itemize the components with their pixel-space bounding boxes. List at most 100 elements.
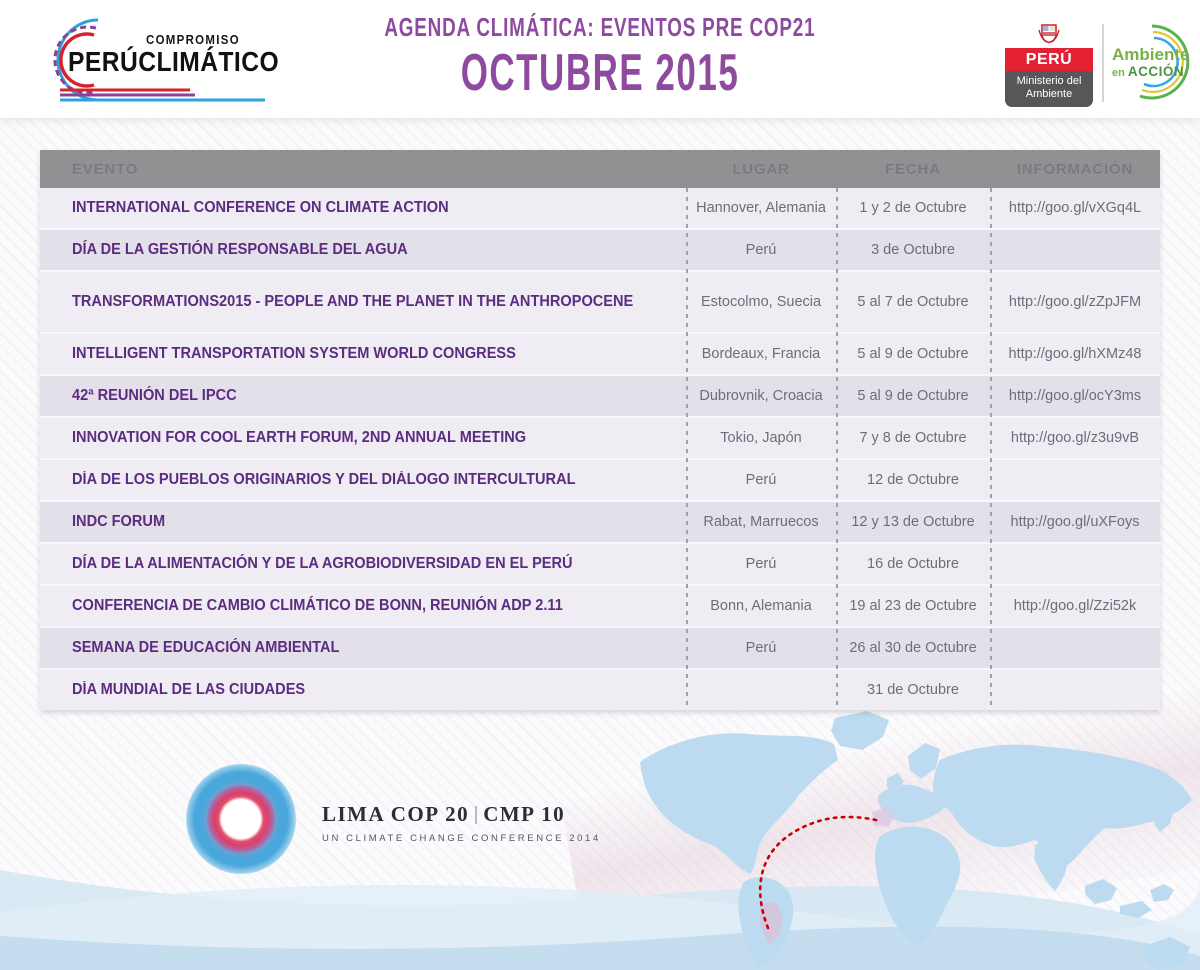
event-name: INTELLIGENT TRANSPORTATION SYSTEM WORLD … [72, 345, 516, 363]
event-name: INDC FORUM [72, 513, 166, 531]
table-row: SEMANA DE EDUCACIÓN AMBIENTAL Perú 26 al… [40, 628, 1160, 670]
europe-landmass [877, 784, 948, 823]
route-arc [758, 815, 882, 930]
column-separator [836, 188, 838, 710]
event-name: TRANSFORMATIONS2015 - PEOPLE AND THE PLA… [72, 293, 634, 311]
event-name: DÍA DE LA GESTIÓN RESPONSABLE DEL AGUA [72, 241, 408, 259]
brand-name: PERÚCLIMÁTICO [68, 46, 279, 78]
ambiente-text: Ambiente en ACCIÓN [1112, 46, 1189, 81]
event-date: 16 de Octubre [867, 556, 959, 572]
ambiente-line1: Ambiente [1112, 45, 1190, 64]
cop20-logo-text: LIMA COP 20 CMP 10 UN CLIMATE CHANGE CONF… [322, 802, 598, 844]
table-row: CONFERENCIA DE CAMBIO CLIMÁTICO DE BONN,… [40, 586, 1160, 628]
brand-compromiso-label: COMPROMISO [146, 32, 240, 47]
event-date: 31 de Octubre [867, 682, 959, 698]
north-america-landmass [640, 733, 838, 874]
brand-arcs-icon [53, 18, 265, 102]
ambiente-en: en [1112, 66, 1128, 79]
event-name: CONFERENCIA DE CAMBIO CLIMÁTICO DE BONN,… [72, 597, 563, 615]
agenda-subtitle: AGENDA CLIMÁTICA: EVENTOS PRE COP21 [384, 12, 816, 42]
table-body: INTERNATIONAL CONFERENCE ON CLIMATE ACTI… [40, 188, 1160, 710]
cop20-ring-icon [186, 764, 296, 874]
event-date: 7 y 8 de Octubre [859, 430, 967, 446]
event-url[interactable]: http://goo.gl/zZpJFM [1008, 294, 1142, 310]
event-location: Hannover, Alemania [696, 200, 826, 216]
column-header-evento: EVENTO [72, 160, 139, 178]
events-table: EVENTO LUGAR FECHA INFORMACIÓN INTERNATI… [40, 150, 1160, 710]
event-date: 12 y 13 de Octubre [851, 514, 975, 530]
event-date: 5 al 7 de Octubre [857, 294, 969, 310]
event-date: 5 al 9 de Octubre [857, 346, 969, 362]
ambiente-accion: ACCIÓN [1127, 63, 1185, 79]
event-url[interactable]: http://goo.gl/vXGq4L [1008, 200, 1142, 216]
australia-landmass [1143, 937, 1190, 970]
event-location: Rabat, Marruecos [703, 514, 819, 530]
philippines-islands [1150, 884, 1174, 902]
africa-landmass [875, 826, 961, 947]
event-name: DÍA DE LA ALIMENTACIÓN Y DE LA AGROBIODI… [72, 555, 573, 573]
peru-highlight [760, 901, 783, 944]
table-header-row: EVENTO LUGAR FECHA INFORMACIÓN [40, 150, 1160, 188]
logo-divider [1102, 24, 1104, 102]
event-name: DÍA DE LOS PUEBLOS ORIGINARIOS Y DEL DIÁ… [72, 471, 576, 489]
greenland-landmass [831, 711, 889, 750]
event-date: 3 de Octubre [871, 242, 955, 258]
france-highlight [872, 807, 895, 827]
table-row: DÍA DE LA GESTIÓN RESPONSABLE DEL AGUA P… [40, 230, 1160, 272]
peru-coat-of-arms-icon [1038, 24, 1060, 44]
event-date: 12 de Octubre [867, 472, 959, 488]
asia-landmass [933, 744, 1192, 865]
table-row: INDC FORUM Rabat, Marruecos 12 y 13 de O… [40, 502, 1160, 544]
event-location: Perú [745, 242, 777, 258]
event-url[interactable]: http://goo.gl/Zzi52k [1013, 598, 1137, 614]
event-location: Dubrovnik, Croacia [699, 388, 823, 404]
ministry-country-label: PERÚ [1005, 48, 1093, 71]
event-location: Estocolmo, Suecia [700, 294, 822, 310]
top-header-bar: COMPROMISO PERÚCLIMÁTICO AGENDA CLIMÁTIC… [0, 0, 1200, 118]
event-name: 42ª REUNIÓN DEL IPCC [72, 387, 237, 405]
event-name: INNOVATION FOR COOL EARTH FORUM, 2ND ANN… [72, 429, 527, 447]
table-row: TRANSFORMATIONS2015 - PEOPLE AND THE PLA… [40, 272, 1160, 334]
column-header-informacion: INFORMACIÓN [1016, 160, 1134, 178]
brand-name-peru: PERÚ [68, 46, 139, 77]
event-name: INTERNATIONAL CONFERENCE ON CLIMATE ACTI… [72, 199, 449, 217]
event-date: 26 al 30 de Octubre [849, 640, 977, 656]
event-date: 19 al 23 de Octubre [849, 598, 977, 614]
ministry-logo: PERÚ Ministerio del Ambiente [1005, 22, 1093, 108]
table-row: 42ª REUNIÓN DEL IPCC Dubrovnik, Croacia … [40, 376, 1160, 418]
japan-landmass [1154, 805, 1174, 832]
event-url[interactable]: http://goo.gl/hXMz48 [1008, 346, 1142, 362]
event-location: Perú [745, 640, 777, 656]
event-name: DÍA MUNDIAL DE LAS CIUDADES [72, 681, 306, 699]
table-row: DÍA DE LA ALIMENTACIÓN Y DE LA AGROBIODI… [40, 544, 1160, 586]
ambiente-en-accion-logo: Ambiente en ACCIÓN [1110, 20, 1196, 106]
sea-islands [1085, 879, 1117, 904]
event-location: Bonn, Alemania [710, 598, 812, 614]
event-date: 1 y 2 de Octubre [859, 200, 967, 216]
scandinavia-landmass [908, 743, 940, 779]
india-landmass [1034, 841, 1068, 891]
event-url[interactable]: http://goo.gl/z3u9vB [1010, 430, 1140, 446]
column-separator [686, 188, 688, 710]
column-separator [990, 188, 992, 710]
cop20-title-divider [475, 806, 478, 824]
table-row: INNOVATION FOR COOL EARTH FORUM, 2ND ANN… [40, 418, 1160, 460]
column-header-lugar: LUGAR [732, 160, 790, 178]
table-row: INTERNATIONAL CONFERENCE ON CLIMATE ACTI… [40, 188, 1160, 230]
month-title: OCTUBRE 2015 [460, 42, 740, 102]
event-url[interactable]: http://goo.gl/uXFoys [1010, 514, 1140, 530]
table-row: INTELLIGENT TRANSPORTATION SYSTEM WORLD … [40, 334, 1160, 376]
brand-name-climatico: CLIMÁTICO [138, 46, 280, 77]
event-url[interactable]: http://goo.gl/ocY3ms [1008, 388, 1142, 404]
event-date: 5 al 9 de Octubre [857, 388, 969, 404]
event-location: Perú [745, 472, 777, 488]
event-location: Perú [745, 556, 777, 572]
column-header-fecha: FECHA [885, 160, 941, 178]
event-location: Tokio, Japón [720, 430, 802, 446]
event-name: SEMANA DE EDUCACIÓN AMBIENTAL [72, 639, 340, 657]
world-map [640, 711, 1192, 970]
table-row: DÍA DE LOS PUEBLOS ORIGINARIOS Y DEL DIÁ… [40, 460, 1160, 502]
page-title: AGENDA CLIMÁTICA: EVENTOS PRE COP21 OCTU… [330, 12, 870, 102]
ambiente-swirl-icon [1139, 24, 1190, 100]
